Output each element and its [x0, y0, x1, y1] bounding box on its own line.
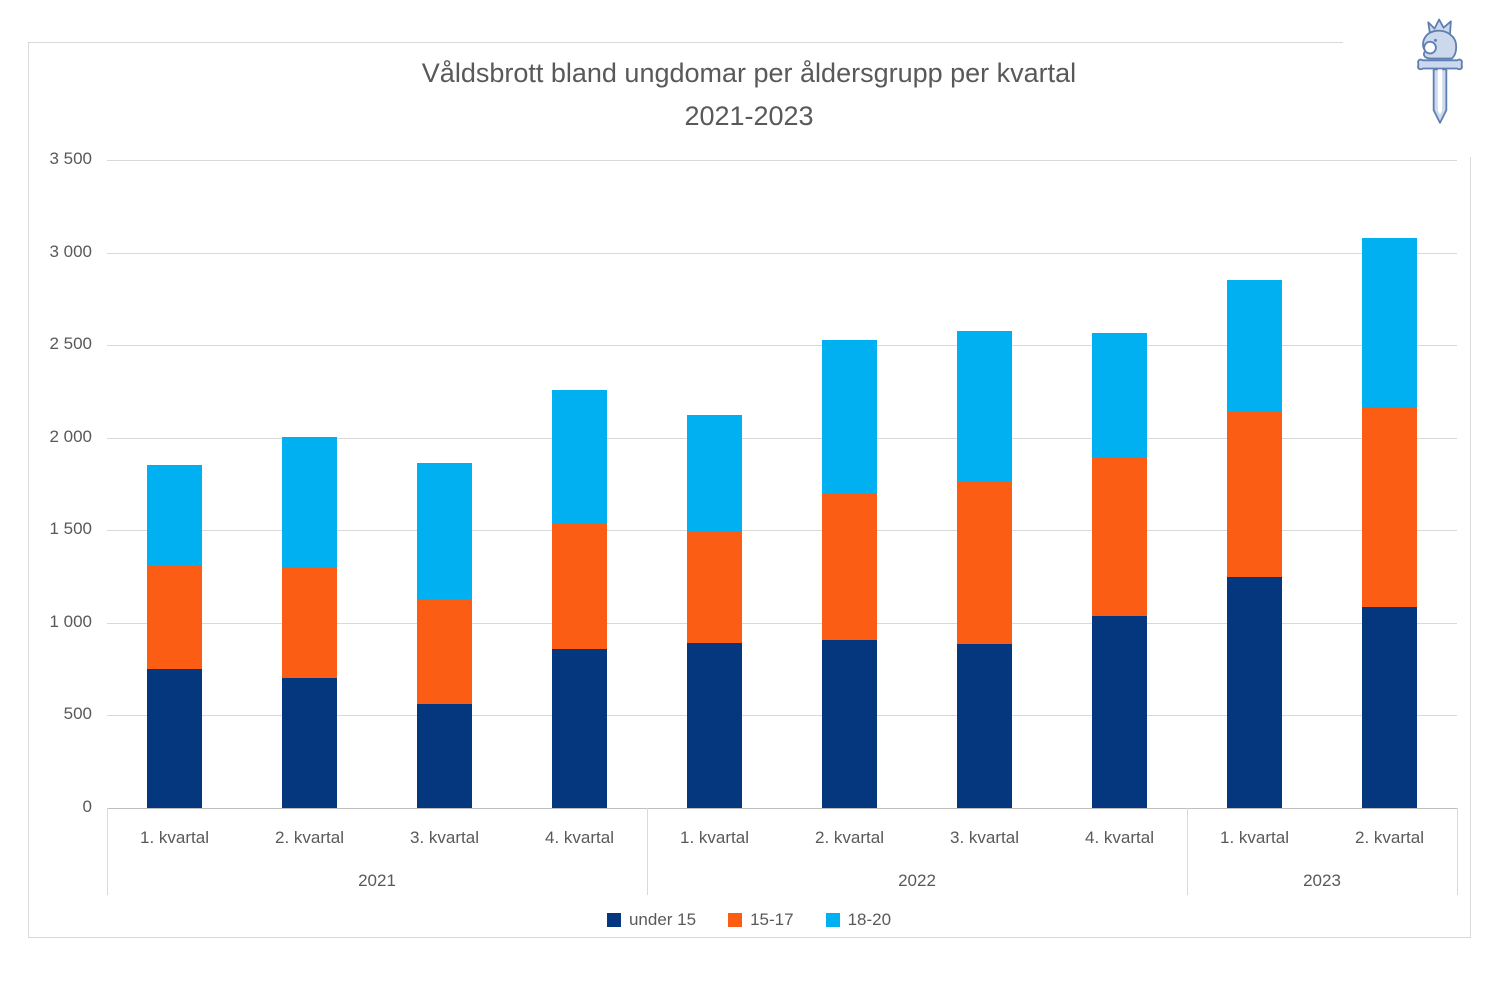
- y-axis-tick-label: 500: [63, 704, 92, 724]
- gridline-1000: [107, 622, 1457, 624]
- y-axis-tick-label: 1 000: [49, 611, 92, 631]
- bar-segment-18-20-4: [552, 389, 607, 523]
- x-year-label-2021: 2021: [358, 871, 396, 890]
- bar-segment-18-20-9: [1227, 280, 1282, 412]
- bar-segment-under-15-4: [552, 648, 607, 808]
- chart-title-line2: 2021-2023: [684, 101, 814, 131]
- x-quarter-label: 2. kvartal: [275, 828, 344, 847]
- bar-segment-15-17-2: [282, 567, 337, 679]
- y-axis-tick-label: 0: [82, 797, 92, 816]
- y-axis-tick-label: 3 500: [49, 149, 92, 168]
- axis-group-separator: [107, 808, 108, 895]
- legend-swatch-icon: [606, 913, 621, 927]
- x-quarter-label: 1. kvartal: [1220, 828, 1289, 847]
- bar-segment-15-17-10: [1362, 408, 1417, 608]
- x-quarter-label: 3. kvartal: [950, 828, 1019, 847]
- x-year-label-2022: 2022: [898, 871, 936, 890]
- x-year-label-2023: 2023: [1303, 871, 1341, 890]
- gridline-2000: [107, 437, 1457, 439]
- bar-segment-18-20-2: [282, 436, 337, 568]
- bar-segment-18-20-3: [417, 462, 472, 599]
- bar-segment-15-17-1: [147, 565, 202, 670]
- x-quarter-label: 4. kvartal: [545, 828, 614, 847]
- bar-segment-18-20-6: [822, 339, 877, 494]
- bar-segment-under-15-7: [957, 644, 1012, 808]
- bar-segment-under-15-2: [282, 678, 337, 808]
- legend: under 15 15-17 18-20: [28, 903, 1470, 937]
- y-axis-tick-label: 1 500: [49, 519, 92, 539]
- bar-segment-15-17-4: [552, 522, 607, 649]
- legend-swatch-icon: [728, 913, 743, 927]
- chart-title-line1: Våldsbrott bland ungdomar per åldersgrup…: [421, 58, 1077, 88]
- bar-segment-under-15-3: [417, 704, 472, 808]
- bar-segment-under-15-9: [1227, 576, 1282, 808]
- legend-label: 18-20: [847, 910, 892, 929]
- y-axis-tick-label: 2 500: [49, 334, 92, 354]
- gridline-3000: [107, 252, 1457, 254]
- x-quarter-label: 1. kvartal: [680, 828, 749, 847]
- legend-swatch-icon: [825, 913, 840, 927]
- bar-segment-15-17-3: [417, 598, 472, 705]
- bar-segment-18-20-10: [1362, 237, 1417, 409]
- x-quarter-label: 1. kvartal: [140, 828, 209, 847]
- bar-segment-18-20-5: [687, 414, 742, 533]
- legend-label: under 15: [628, 910, 697, 929]
- x-axis-line: [107, 808, 1457, 809]
- legend-label: 15-17: [750, 910, 794, 929]
- bar-segment-under-15-1: [147, 669, 202, 808]
- bar-segment-15-17-5: [687, 532, 742, 644]
- x-quarter-label: 3. kvartal: [410, 828, 479, 847]
- bar-segment-18-20-8: [1092, 333, 1147, 459]
- x-quarter-label: 2. kvartal: [815, 828, 884, 847]
- bar-segment-15-17-6: [822, 493, 877, 640]
- legend-item-15-17: 15-17: [728, 910, 794, 930]
- police-sword-icon: [1417, 18, 1463, 124]
- police-logo: [1343, 0, 1500, 157]
- bar-segment-under-15-5: [687, 643, 742, 808]
- chart-title: Våldsbrott bland ungdomar per åldersgrup…: [28, 52, 1470, 138]
- legend-item-18-20: 18-20: [825, 910, 892, 930]
- x-quarter-label: 2. kvartal: [1355, 828, 1424, 847]
- bar-segment-18-20-7: [957, 331, 1012, 483]
- gridline-3500: [107, 160, 1457, 161]
- legend-item-under-15: under 15: [606, 910, 697, 930]
- x-quarter-label: 4. kvartal: [1085, 828, 1154, 847]
- y-axis-tick-label: 3 000: [49, 241, 92, 261]
- bar-segment-under-15-10: [1362, 607, 1417, 808]
- gridline-500: [107, 715, 1457, 717]
- gridline-2500: [107, 345, 1457, 347]
- axis-group-separator: [1457, 808, 1458, 895]
- bar-segment-15-17-9: [1227, 411, 1282, 577]
- bar-segment-18-20-1: [147, 465, 202, 566]
- gridline-1500: [107, 530, 1457, 532]
- axis-group-separator: [1187, 808, 1188, 895]
- axis-group-separator: [647, 808, 648, 895]
- bar-segment-under-15-8: [1092, 616, 1147, 808]
- y-axis-tick-label: 2 000: [49, 426, 92, 446]
- bar-segment-under-15-6: [822, 639, 877, 808]
- bar-segment-15-17-8: [1092, 458, 1147, 617]
- bar-segment-15-17-7: [957, 482, 1012, 645]
